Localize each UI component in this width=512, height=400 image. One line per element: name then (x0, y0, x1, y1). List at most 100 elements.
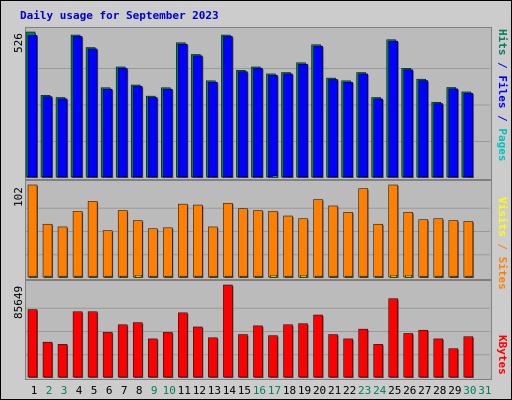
bar-files-6 (102, 88, 113, 178)
bar-files-14 (223, 36, 233, 178)
bar-sites-22 (345, 275, 352, 278)
day-label-1: 1 (31, 384, 38, 397)
bar-visits-22 (343, 212, 353, 278)
bar-files-22 (343, 81, 353, 178)
bar-visits-10 (163, 227, 173, 278)
bar-shadow-sites-27 (421, 277, 428, 278)
bar-visits-4 (72, 211, 83, 278)
bar-kbytes-14 (223, 284, 233, 378)
day-label-10: 10 (163, 384, 176, 397)
bar-files-10 (163, 88, 173, 178)
bar-files-17 (268, 75, 278, 178)
bar-kbytes-20 (313, 314, 323, 378)
bar-sites-14 (225, 275, 232, 278)
bar-files-26 (403, 69, 413, 178)
bar-kbytes-10 (163, 332, 173, 378)
day-label-3: 3 (61, 384, 68, 397)
bar-files-3 (57, 98, 68, 178)
bar-visits-24 (373, 223, 383, 278)
chart-title: Daily usage for September 2023 (20, 9, 219, 22)
bar-visits-30 (463, 221, 474, 278)
bar-shadow-sites-29 (451, 277, 458, 278)
bar-sites-23 (360, 275, 367, 278)
day-label-28: 28 (433, 384, 446, 397)
day-label-26: 26 (403, 384, 416, 397)
day-label-14: 14 (223, 384, 237, 397)
bar-shadow-sites-12 (196, 277, 203, 278)
bar-kbytes-17 (268, 335, 278, 378)
bar-visits-27 (418, 219, 429, 278)
bar-kbytes-9 (147, 338, 158, 378)
bar-visits-1 (27, 184, 38, 278)
bar-shadow-sites-20 (316, 277, 323, 278)
day-label-25: 25 (388, 384, 401, 397)
bar-shadow-sites-24 (376, 277, 383, 278)
bar-kbytes-6 (102, 332, 113, 378)
bar-sites-5 (89, 275, 97, 278)
bar-sites-27 (420, 275, 428, 278)
bar-shadow-sites-1 (31, 277, 37, 278)
bar-kbytes-5 (87, 311, 98, 378)
bar-sites-9 (149, 275, 157, 278)
bar-kbytes-28 (433, 338, 444, 378)
bar-files-2 (42, 96, 53, 178)
bar-shadow-sites-23 (361, 277, 368, 278)
bar-sites-7 (119, 275, 127, 278)
day-label-8: 8 (136, 384, 143, 397)
bar-files-5 (87, 48, 98, 178)
bar-visits-14 (223, 202, 233, 278)
bar-sites-30 (465, 275, 473, 278)
bar-visits-23 (358, 188, 368, 278)
day-label-19: 19 (298, 384, 311, 397)
day-label-17: 17 (268, 384, 281, 397)
bar-kbytes-19 (298, 323, 308, 378)
bar-kbytes-29 (448, 348, 459, 378)
bar-shadow-sites-7 (121, 277, 128, 278)
bar-visits-15 (238, 208, 248, 278)
bar-sites-15 (240, 275, 247, 278)
bar-files-7 (117, 68, 128, 178)
bar-visits-26 (403, 212, 413, 278)
bar-files-13 (208, 81, 218, 178)
bar-visits-28 (433, 218, 444, 278)
bar-shadow-sites-10 (166, 277, 173, 278)
bar-shadow-pages-17 (273, 176, 279, 178)
bar-files-19 (298, 63, 308, 178)
bar-kbytes-27 (418, 329, 429, 378)
bar-sites-25 (390, 275, 397, 278)
bar-files-21 (328, 79, 338, 178)
bar-kbytes-22 (343, 338, 353, 378)
bar-files-4 (72, 36, 83, 178)
bar-visits-11 (178, 203, 188, 278)
bar-visits-9 (147, 228, 158, 278)
bar-shadow-sites-4 (76, 277, 83, 278)
day-label-29: 29 (448, 384, 461, 397)
bar-kbytes-16 (253, 325, 263, 378)
day-label-21: 21 (328, 384, 341, 397)
bar-kbytes-8 (132, 322, 143, 378)
bar-kbytes-11 (178, 312, 188, 378)
bar-visits-7 (117, 210, 128, 278)
bar-shadow-sites-28 (436, 277, 443, 278)
bar-files-12 (193, 55, 203, 178)
bar-files-18 (283, 73, 293, 178)
bar-sites-6 (104, 275, 112, 278)
bar-visits-29 (448, 220, 459, 278)
bar-visits-2 (42, 223, 53, 278)
bar-sites-4 (74, 275, 82, 278)
bar-visits-3 (57, 226, 68, 278)
bar-kbytes-4 (72, 311, 83, 378)
bar-shadow-sites-11 (181, 277, 188, 278)
bar-files-8 (132, 86, 143, 178)
bar-kbytes-13 (208, 337, 218, 378)
day-label-18: 18 (283, 384, 296, 397)
bar-kbytes-7 (117, 324, 128, 378)
bar-shadow-sites-15 (241, 277, 248, 278)
bar-shadow-sites-2 (46, 277, 53, 278)
bar-kbytes-30 (463, 336, 474, 378)
bar-shadow-sites-18 (286, 277, 293, 278)
bar-files-9 (147, 97, 158, 178)
bar-shadow-sites-14 (226, 277, 233, 278)
